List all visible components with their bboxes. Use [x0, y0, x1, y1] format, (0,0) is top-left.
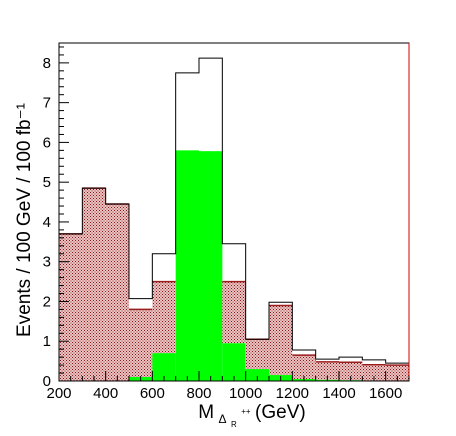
x-tick-label: 1400	[322, 385, 355, 402]
bars-layer	[59, 150, 409, 381]
x-tick-label: 1200	[276, 385, 309, 402]
x-tick-label: 600	[140, 385, 165, 402]
hatched-bar	[385, 365, 409, 381]
hatched-bar	[105, 204, 129, 381]
x-tick-label: 800	[186, 385, 211, 402]
hatched-bar	[339, 362, 363, 381]
x-axis-title: M Δ R ++ (GeV)	[198, 401, 305, 431]
y-tick-label: 2	[43, 293, 51, 310]
green-bar	[152, 353, 176, 381]
y-tick-label: 3	[43, 254, 51, 271]
x-tick-label: 400	[93, 385, 118, 402]
y-tick-label: 1	[43, 333, 51, 350]
y-tick-label: 5	[43, 174, 51, 191]
y-tick-label: 6	[43, 134, 51, 151]
green-bar	[222, 343, 246, 381]
x-tick-label: 200	[46, 385, 71, 402]
hatched-bar	[222, 281, 246, 344]
x-axis-title-unit: (GeV)	[255, 402, 306, 423]
y-axis: 0 1 2 3 4 5 6 7 8	[43, 46, 69, 390]
total-outline-step	[58, 57, 410, 381]
hatched-bar	[59, 233, 83, 381]
hatched-bar	[129, 309, 153, 378]
hatched-bar	[82, 188, 106, 381]
x-axis: 200 400 600 800 1000 1200 1400 1600	[46, 371, 410, 402]
x-axis-title-sup: ++	[241, 407, 251, 416]
x-axis-title-subsub: R	[231, 420, 237, 429]
y-tick-label: 8	[43, 55, 51, 72]
hatched-bar	[315, 361, 339, 380]
hatched-bar	[269, 305, 293, 376]
x-tick-label: 1000	[229, 385, 262, 402]
y-tick-label: 4	[43, 214, 51, 231]
x-axis-title-main: M	[198, 402, 214, 423]
green-bar	[199, 151, 223, 381]
y-axis-title: Events / 100 GeV / 100 fb⁻¹	[14, 103, 35, 337]
total-outline-layer	[58, 57, 410, 381]
x-tick-label: 1600	[369, 385, 402, 402]
y-tick-label: 0	[43, 373, 51, 390]
hatched-bar	[245, 339, 269, 370]
hatched-bar	[362, 364, 386, 381]
x-axis-title-sub: Δ	[219, 412, 227, 426]
hatched-bar	[292, 355, 316, 380]
green-bar	[175, 150, 199, 381]
green-bar	[245, 369, 269, 381]
hatched-bar	[152, 281, 176, 354]
y-tick-label: 7	[43, 95, 51, 112]
